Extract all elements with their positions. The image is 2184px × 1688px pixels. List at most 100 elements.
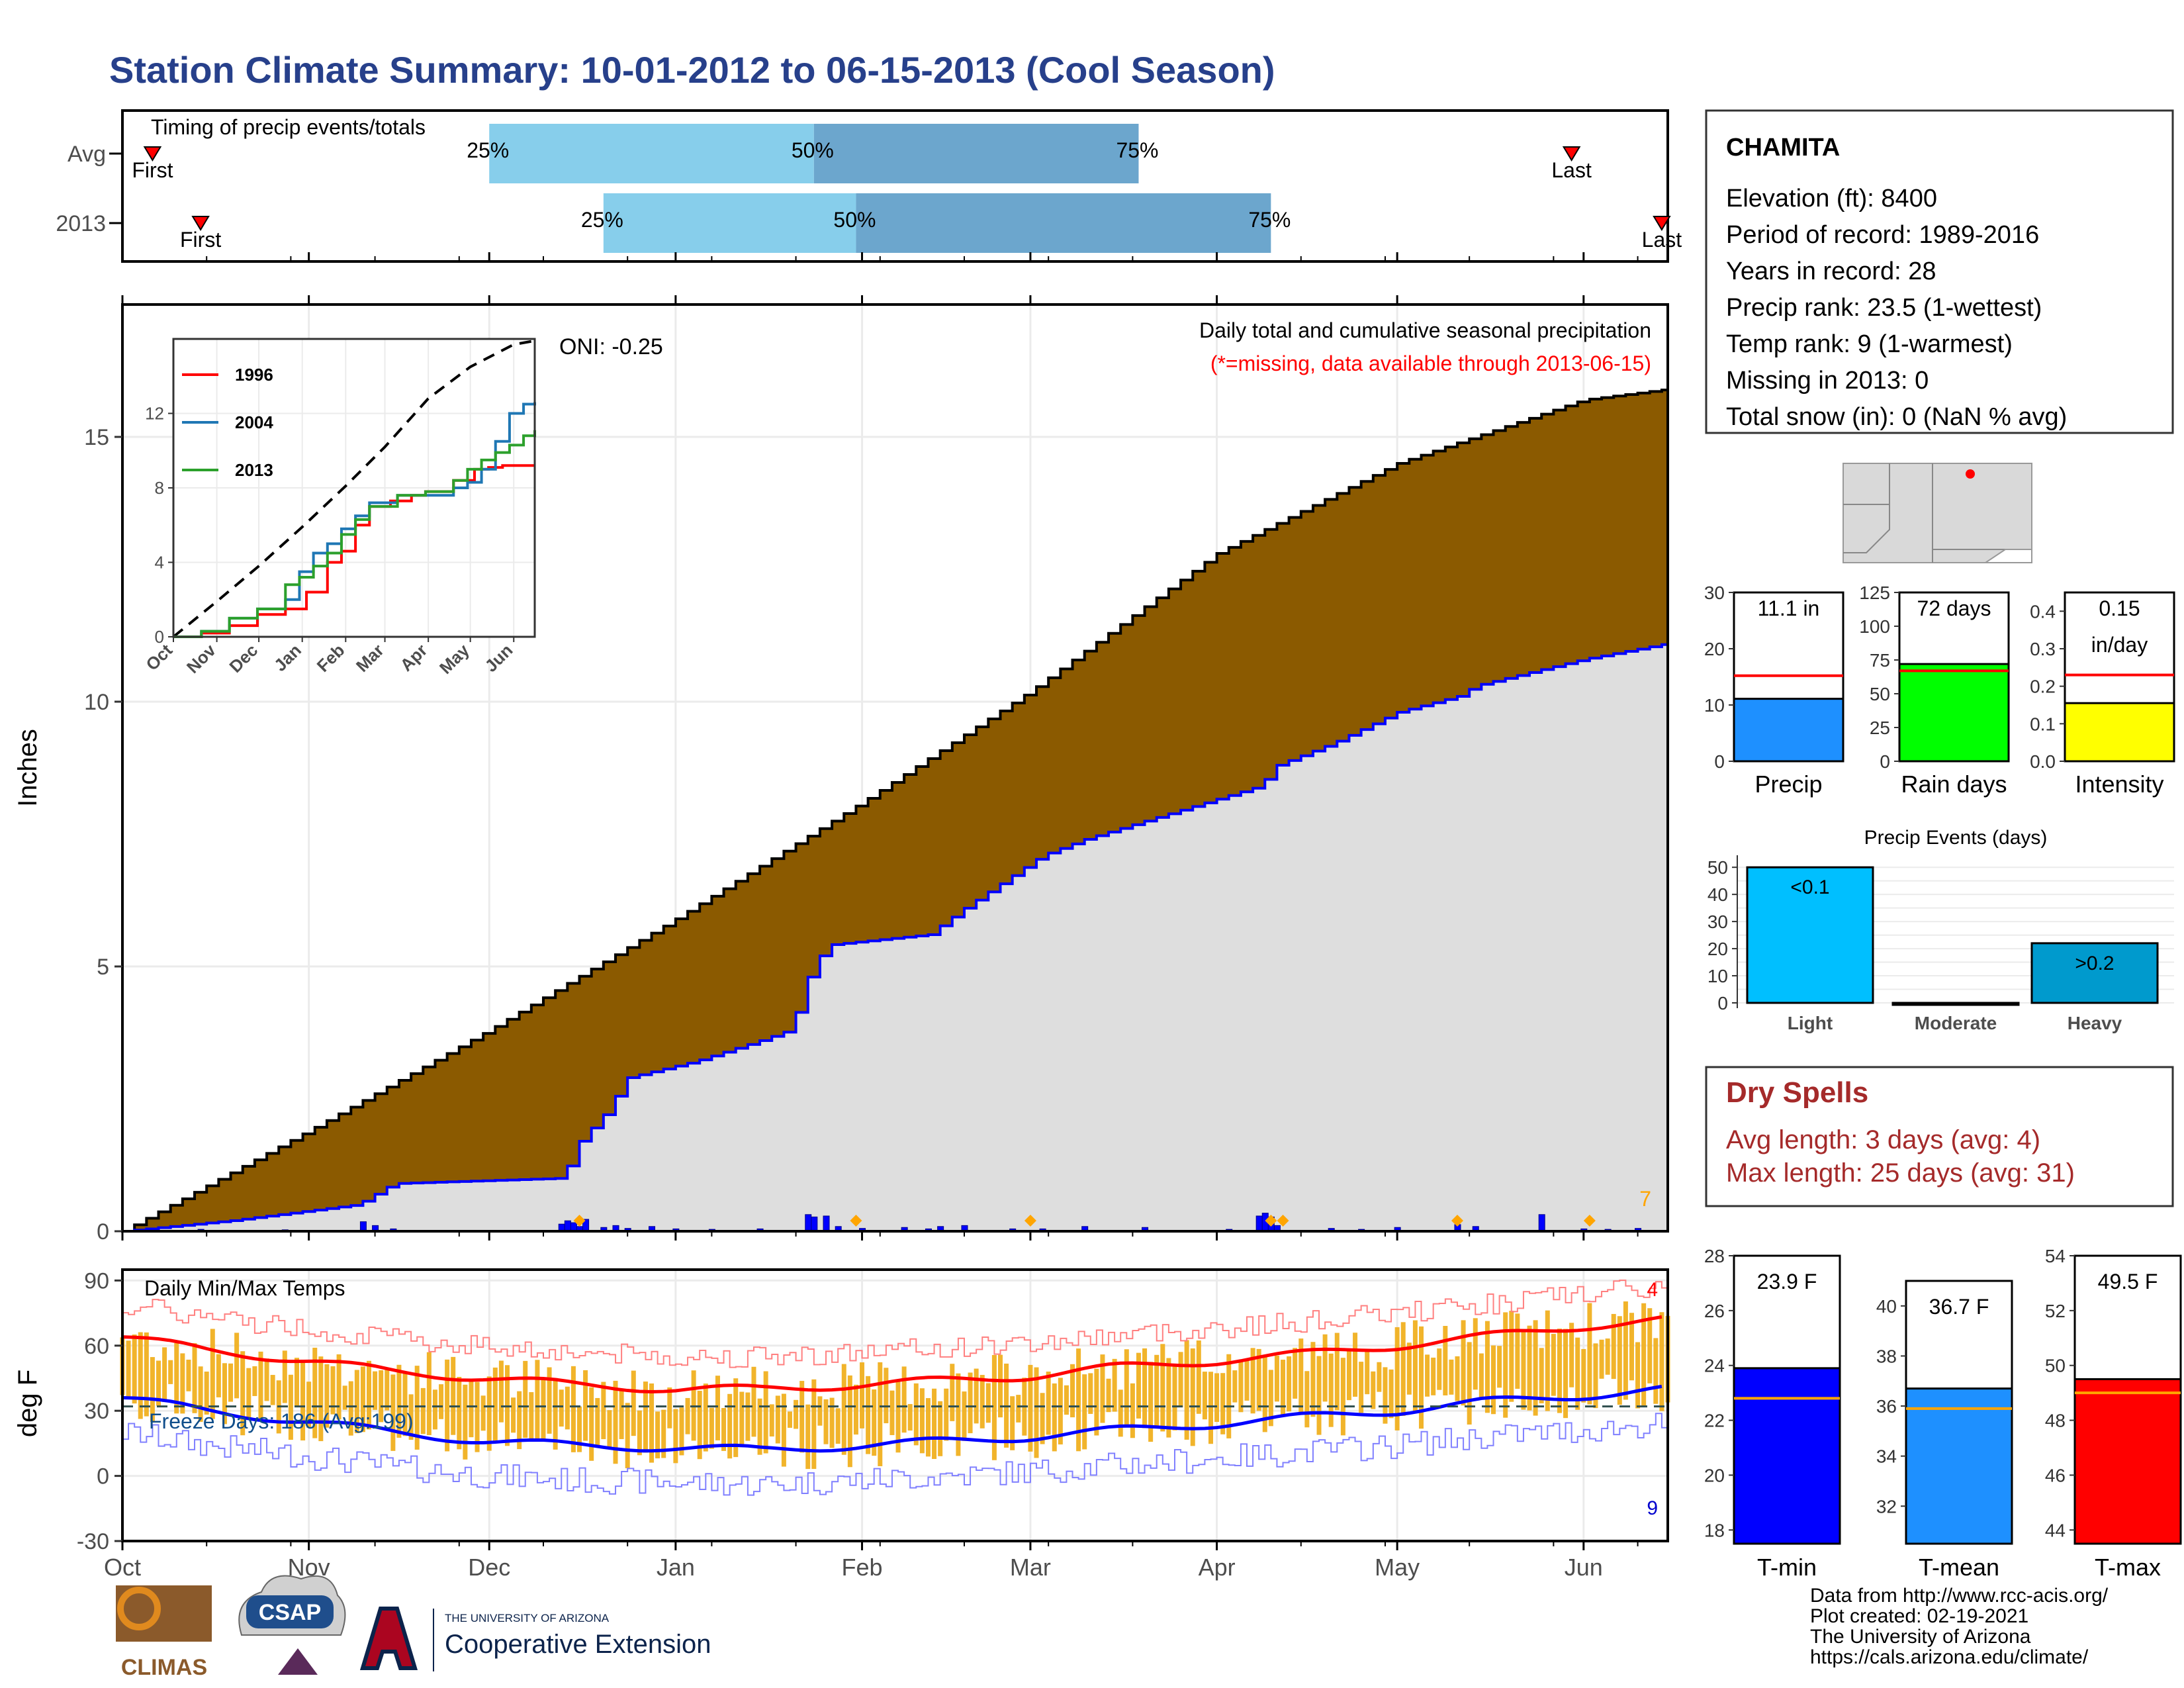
daily-temp-bar — [1100, 1354, 1105, 1423]
footer: CLIMAS CSAP THE UNIVERSITY OF ARIZONA Coope… — [116, 1575, 2109, 1680]
daily-temp-bar — [1196, 1340, 1201, 1414]
temp-bar-ytick-label: 48 — [2045, 1411, 2066, 1431]
events-bar-moderate — [1891, 1002, 2020, 1006]
daily-temp-bar — [1082, 1374, 1087, 1450]
daily-temp-bar — [1220, 1373, 1226, 1434]
daily-temp-bar — [1244, 1359, 1250, 1401]
daily-temp-bar — [673, 1409, 678, 1464]
daily-temp-bar — [126, 1340, 131, 1399]
station-location-dot — [1966, 469, 1975, 479]
daily-temp-bar — [373, 1371, 378, 1410]
station-info-line: Years in record: 28 — [1726, 258, 1936, 285]
summary-bar-value-label: 11.1 in — [1758, 596, 1820, 620]
daily-temp-bar — [402, 1372, 408, 1436]
precip-note: Daily total and cumulative seasonal prec… — [1199, 318, 1651, 342]
daily-temp-bar — [216, 1354, 221, 1397]
daily-temp-bar — [631, 1370, 636, 1436]
daily-temp-bar — [769, 1404, 774, 1437]
timing-first-marker — [143, 146, 162, 162]
temp-bar-ytick-label: 46 — [2045, 1465, 2066, 1485]
daily-temp-bar — [733, 1378, 739, 1458]
summary-bar-value-label: 0.15 — [2099, 596, 2140, 620]
events-ytick-label: 40 — [1707, 884, 1728, 905]
daily-temp-bar — [523, 1360, 528, 1438]
daily-temp-bar — [1250, 1348, 1255, 1414]
daily-temp-bar — [968, 1372, 973, 1434]
daily-temp-bar — [950, 1364, 955, 1421]
daily-temp-bar — [1106, 1378, 1111, 1413]
daily-temp-bar — [360, 1366, 365, 1432]
temp-bar-ytick-label: 38 — [1876, 1346, 1897, 1366]
daily-temp-bar — [306, 1382, 312, 1429]
summary-bar-ytick-label: 10 — [1704, 695, 1725, 716]
daily-temp-bar — [1046, 1372, 1051, 1435]
daily-temp-bar — [1575, 1337, 1580, 1410]
summary-bar-ytick-label: 75 — [1870, 650, 1890, 671]
month-label: Jun — [1565, 1554, 1603, 1581]
summary-bar-ytick-label: 20 — [1704, 639, 1725, 659]
daily-temp-bar — [739, 1391, 745, 1448]
daily-temp-bar — [997, 1354, 1003, 1418]
daily-temp-bar — [517, 1391, 522, 1450]
daily-temp-bar — [1340, 1358, 1345, 1436]
daily-temp-bar — [1130, 1383, 1135, 1438]
temp-bar-label: T-max — [2095, 1554, 2161, 1581]
daily-temp-bar — [1262, 1356, 1267, 1432]
temp-bar-ytick-label: 26 — [1704, 1301, 1725, 1321]
daily-temp-bar — [1178, 1352, 1183, 1408]
station-info-line: Total snow (in): 0 (NaN % avg) — [1726, 403, 2067, 431]
station-info-box: CHAMITA Elevation (ft): 8400 Period of rec… — [1705, 109, 2174, 434]
daily-temp-bar — [1617, 1316, 1622, 1405]
daily-temp-bar — [1521, 1332, 1526, 1410]
inset-legend-label: 1996 — [235, 365, 273, 385]
daily-temp-bar — [1623, 1301, 1628, 1400]
daily-temp-bar — [685, 1397, 690, 1434]
daily-temp-bar — [811, 1379, 817, 1470]
daily-temp-bar — [577, 1406, 582, 1452]
daily-temp-bar — [1328, 1353, 1334, 1427]
summary-bar-ytick-label: 0.4 — [2030, 601, 2056, 622]
events-ytick-label: 10 — [1707, 966, 1728, 986]
daily-temp-bar — [336, 1354, 341, 1420]
timing-row-label: 2013 — [56, 211, 106, 236]
month-label: Apr — [1199, 1554, 1236, 1581]
daily-temp-bar — [884, 1368, 889, 1424]
summary-bar-ytick-label: 0.0 — [2030, 751, 2056, 772]
daily-temp-bar — [1334, 1333, 1340, 1411]
temp-bar-ytick-label: 22 — [1704, 1411, 1725, 1431]
temp-bar-ytick-label: 20 — [1704, 1465, 1725, 1485]
daily-temp-bar — [589, 1387, 594, 1461]
daily-temp-bar — [1256, 1348, 1261, 1411]
temp-bar-label: T-min — [1757, 1554, 1817, 1581]
precip-ytick-label: 10 — [84, 690, 109, 715]
precip-events-chart: Precip Events (days) <0.1 Light Moderate >0.… — [1707, 827, 2174, 1033]
daily-temp-bar — [619, 1389, 624, 1440]
daily-temp-bar — [498, 1360, 504, 1423]
daily-temp-bar — [583, 1370, 588, 1441]
location-map — [1843, 463, 2032, 563]
daily-temp-bar — [913, 1383, 919, 1446]
daily-temp-bar — [925, 1398, 931, 1457]
dry-spells-avg: Avg length: 3 days (avg: 4) — [1726, 1125, 2040, 1154]
daily-temp-bar — [781, 1393, 786, 1467]
daily-temp-bar — [1058, 1378, 1063, 1445]
daily-temp-bar — [889, 1390, 895, 1435]
daily-temp-bar — [1052, 1383, 1057, 1452]
timing-p25-label: 25% — [467, 138, 509, 162]
temps-label: Daily Min/Max Temps — [144, 1276, 345, 1300]
events-bar-heavy — [2030, 942, 2159, 1004]
daily-temp-bar — [1040, 1393, 1045, 1444]
timing-p50-label: 50% — [792, 138, 834, 162]
daily-temp-bar — [1425, 1354, 1430, 1397]
daily-temp-bar — [270, 1375, 275, 1405]
daily-temp-bar — [1268, 1370, 1273, 1427]
daily-temp-bar — [1587, 1303, 1592, 1405]
temps-ytick-label: 60 — [84, 1334, 109, 1359]
events-ytick-label: 0 — [1717, 993, 1728, 1013]
daily-temp-bar — [1503, 1312, 1508, 1418]
daily-precip-bar — [805, 1214, 812, 1232]
daily-temp-bar — [1293, 1348, 1298, 1399]
inset-ytick-label: 8 — [155, 478, 164, 498]
daily-temp-bar — [932, 1388, 937, 1459]
